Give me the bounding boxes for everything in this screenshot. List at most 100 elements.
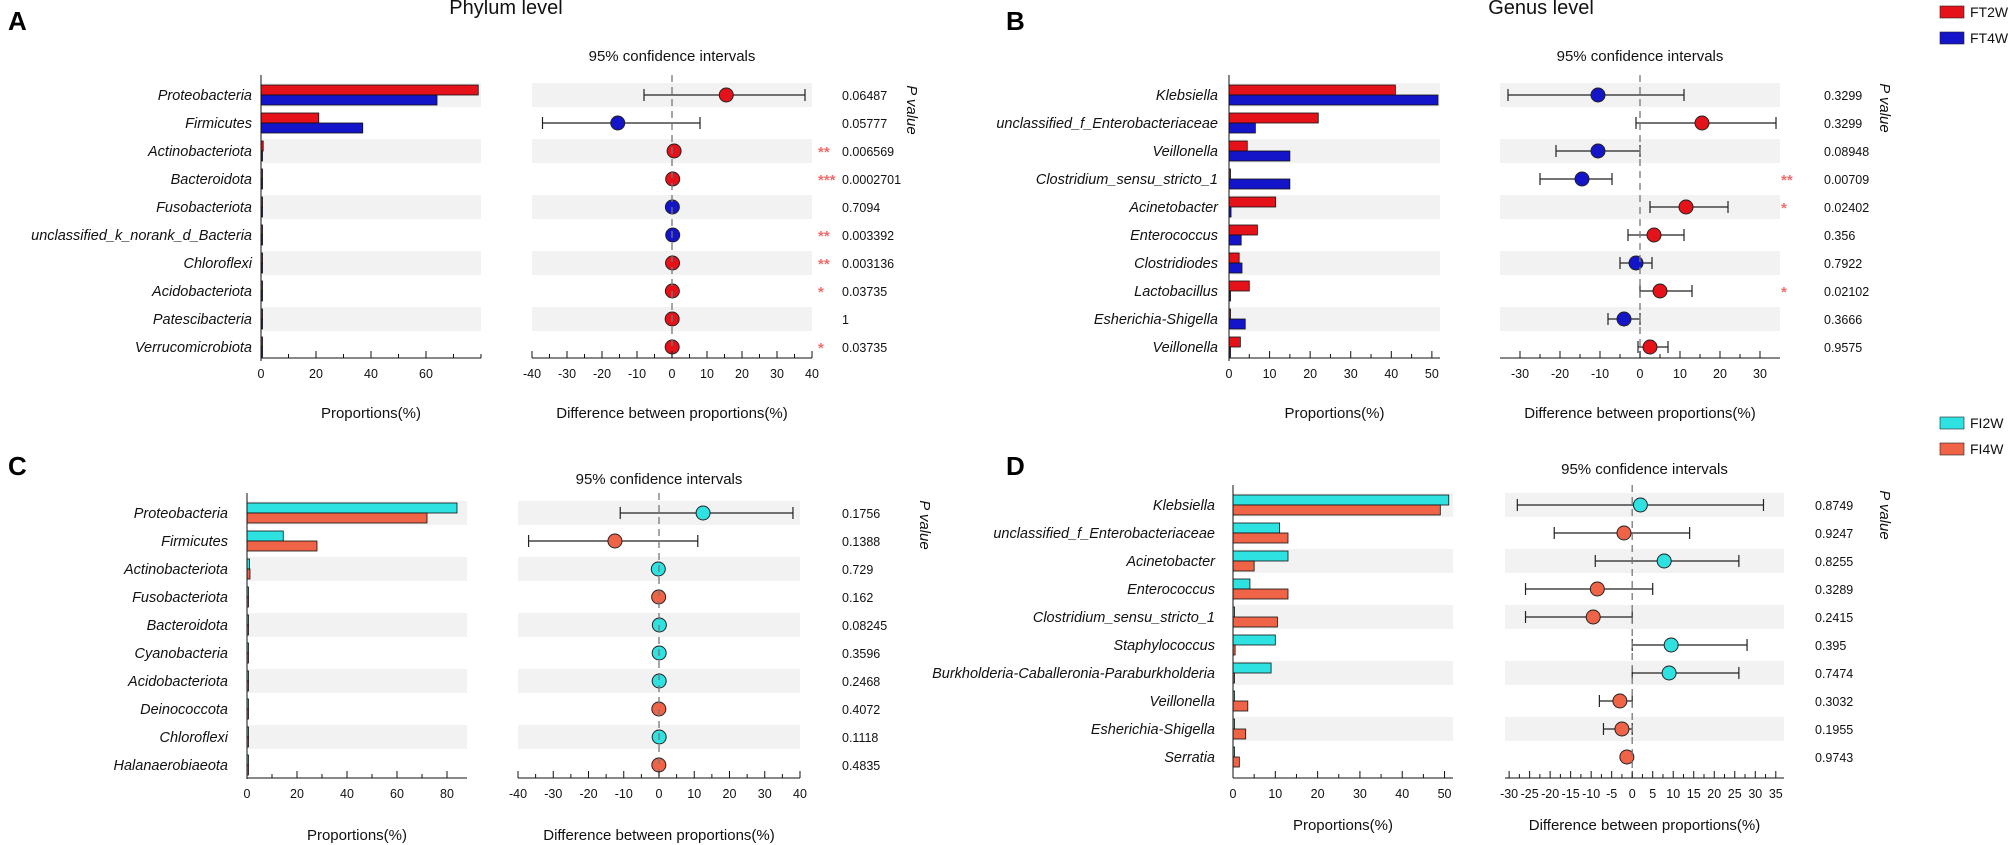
p-value: 0.05777: [842, 117, 887, 131]
taxon-label: Verrucomicrobiota: [135, 340, 252, 356]
significance-stars: **: [1781, 172, 1793, 189]
panel-a: A Phylum level 95% confidence intervals P v…: [8, 0, 920, 422]
ci-tick-label: -20: [593, 367, 611, 381]
bar-ft4w: [1228, 122, 1256, 134]
significance-stars: ***: [818, 172, 836, 189]
row-band: [247, 725, 467, 749]
ci-title: 95% confidence intervals: [576, 471, 743, 488]
legend-swatch-ft4w: [1939, 31, 1965, 45]
legend-swatch-ft2w: [1939, 5, 1965, 19]
p-value: 0.3596: [842, 647, 880, 661]
taxon-label: Acinetobacter: [1125, 554, 1216, 570]
ci-tick-label: 5: [1649, 787, 1656, 801]
bar-fi4w: [1232, 560, 1255, 572]
bar-fi2w: [1232, 522, 1280, 534]
ci-tick-label: 10: [1666, 787, 1680, 801]
ci-tick-label: 0: [1629, 787, 1636, 801]
ci-axis-label: Difference between proportions(%): [556, 405, 788, 422]
bar-fi4w: [1232, 532, 1289, 544]
p-value-label: P value: [1876, 83, 1893, 132]
p-value: 0.3032: [1815, 695, 1853, 709]
ci-tick-label: 35: [1769, 787, 1783, 801]
row-band: [261, 139, 481, 163]
ci-tick-label: -10: [1582, 787, 1600, 801]
bar-fi4w: [1232, 700, 1249, 712]
taxon-label: Chloroflexi: [184, 256, 253, 272]
prop-axis-label: Proportions(%): [307, 827, 407, 844]
p-value-label: P value: [1876, 490, 1893, 539]
ci-point: [1661, 665, 1677, 681]
ci-tick-label: -30: [544, 787, 562, 801]
p-value-label: P value: [916, 500, 933, 549]
taxon-label: Veillonella: [1149, 694, 1215, 710]
ci-tick-label: 25: [1728, 787, 1742, 801]
taxon-label: Enterococcus: [1127, 582, 1215, 598]
ci-tick-label: 15: [1687, 787, 1701, 801]
prop-tick-label: 20: [1303, 367, 1317, 381]
p-value: 0.03735: [842, 341, 887, 355]
taxon-label: Veillonella: [1152, 144, 1218, 160]
p-value: 0.395: [1815, 639, 1846, 653]
ci-tick-label: -25: [1521, 787, 1539, 801]
prop-tick-label: 40: [1395, 787, 1409, 801]
ci-point: [1656, 553, 1672, 569]
panel-letter-b: B: [1006, 6, 1025, 36]
p-value: 0.1756: [842, 507, 880, 521]
ci-tick-label: 30: [770, 367, 784, 381]
p-value: 0.006569: [842, 145, 894, 159]
bar-fi4w: [246, 512, 428, 524]
ci-title: 95% confidence intervals: [1557, 48, 1724, 65]
ci-point: [1628, 255, 1644, 271]
prop-tick-label: 60: [419, 367, 433, 381]
taxon-label: Lactobacillus: [1134, 284, 1218, 300]
ci-point: [1632, 497, 1648, 513]
prop-axis-label: Proportions(%): [1293, 817, 1393, 834]
taxon-label: Clostridium_sensu_stricto_1: [1033, 610, 1215, 626]
ci-tick-label: 0: [1637, 367, 1644, 381]
bar-ft2w: [1228, 336, 1241, 348]
p-value: 0.06487: [842, 89, 887, 103]
significance-stars: *: [1781, 200, 1787, 217]
bar-fi4w: [1232, 616, 1278, 628]
ci-point: [1585, 609, 1601, 625]
ci-tick-label: -15: [1562, 787, 1580, 801]
prop-tick-label: 30: [1353, 787, 1367, 801]
p-value: 1: [842, 313, 849, 327]
p-value: 0.162: [842, 591, 873, 605]
legend-swatch-fi2w: [1939, 416, 1965, 430]
taxon-label: Proteobacteria: [134, 506, 228, 522]
p-value-label: P value: [903, 85, 920, 134]
taxon-label: unclassified_f_Enterobacteriaceae: [996, 116, 1218, 132]
prop-tick-label: 30: [1344, 367, 1358, 381]
taxon-label: Chloroflexi: [160, 730, 229, 746]
taxon-label: unclassified_f_Enterobacteriaceae: [993, 526, 1215, 542]
row-band: [261, 307, 481, 331]
p-value: 0.356: [1824, 229, 1855, 243]
taxon-label: Serratia: [1164, 750, 1215, 766]
ci-axis-label: Difference between proportions(%): [1529, 817, 1761, 834]
row-band: [1229, 251, 1440, 275]
p-value: 0.729: [842, 563, 873, 577]
legend-label-ft2w: FT2W: [1970, 4, 2008, 20]
ci-tick-label: 20: [1707, 787, 1721, 801]
row-band: [1229, 307, 1440, 331]
taxon-label: Halanaerobiaeota: [114, 758, 228, 774]
ci-point: [1616, 525, 1632, 541]
row-band: [247, 613, 467, 637]
bar-ft4w: [260, 122, 364, 134]
prop-tick-label: 20: [1311, 787, 1325, 801]
bar-fi4w: [1232, 756, 1240, 768]
p-value: 0.3299: [1824, 117, 1862, 131]
row-band: [1233, 717, 1453, 741]
ci-tick-label: 10: [1673, 367, 1687, 381]
ci-point: [1590, 143, 1606, 159]
p-value: 0.02402: [1824, 201, 1869, 215]
p-value: 0.003392: [842, 229, 894, 243]
row-band: [1505, 717, 1784, 741]
ci-point: [718, 87, 734, 103]
p-value: 0.9743: [1815, 751, 1853, 765]
ci-tick-label: 20: [1713, 367, 1727, 381]
ci-point: [665, 171, 681, 187]
bar-fi2w: [1232, 550, 1289, 562]
taxon-label: Fusobacteriota: [156, 200, 252, 216]
